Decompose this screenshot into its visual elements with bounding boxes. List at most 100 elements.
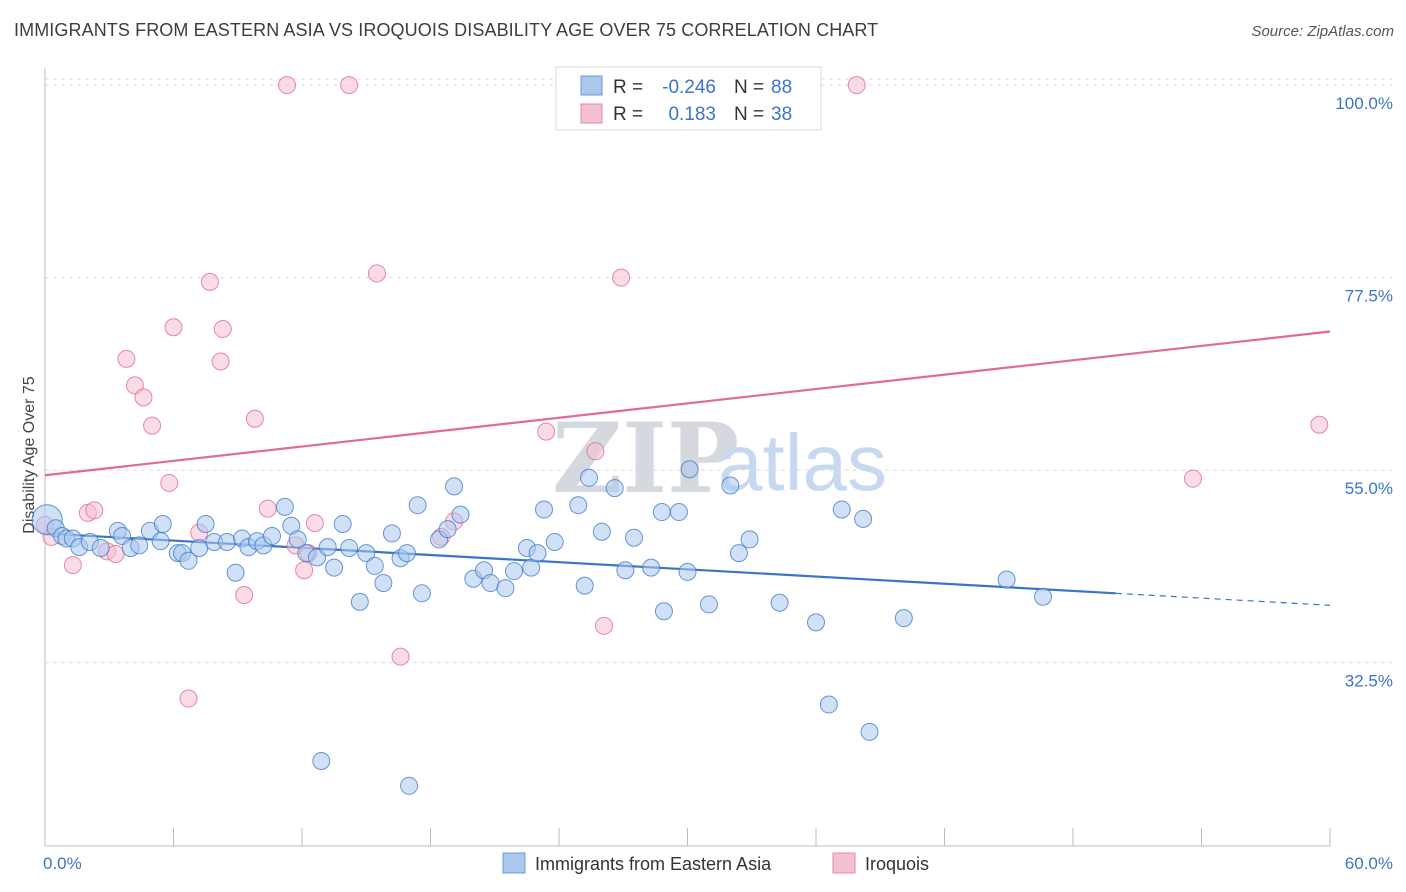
eastern-asia-point-47 [438, 520, 457, 539]
eastern-asia-point-7 [91, 538, 110, 557]
eastern-asia-point-19 [196, 515, 215, 534]
series-legend-pink-label: Iroquois [865, 854, 929, 874]
eastern-asia-point-44 [408, 496, 427, 515]
iroquois-point-31 [537, 422, 556, 441]
iroquois-point-28 [391, 647, 410, 666]
legend-pink-r-label: R = [613, 104, 643, 125]
iroquois-point-6 [106, 544, 125, 563]
eastern-asia-point-49 [451, 505, 470, 524]
eastern-asia-point-64 [605, 479, 624, 498]
eastern-asia-point-39 [365, 556, 384, 575]
iroquois-point-20 [258, 499, 277, 518]
eastern-asia-point-27 [263, 526, 282, 545]
iroquois-point-33 [594, 616, 613, 635]
eastern-asia-point-85 [1034, 587, 1053, 606]
eastern-asia-point-84 [997, 570, 1016, 589]
iroquois-point-15 [200, 272, 219, 291]
iroquois-point-23 [295, 561, 314, 580]
eastern-asia-point-66 [624, 528, 643, 547]
eastern-asia-point-14 [153, 515, 172, 534]
eastern-asia-point-18 [190, 538, 209, 557]
x-tick-label-min: 0.0% [43, 854, 82, 873]
legend-pink-n-label: N = [734, 104, 764, 125]
eastern-asia-point-33 [318, 538, 337, 557]
eastern-asia-point-87 [312, 752, 331, 770]
eastern-asia-point-53 [496, 579, 515, 598]
eastern-asia-point-58 [535, 500, 554, 519]
watermark-atlas: atlas [718, 418, 887, 507]
iroquois-point-37 [1310, 415, 1329, 434]
eastern-asia-point-83 [894, 609, 913, 628]
watermark-zip: ZIP [552, 402, 739, 515]
iroquois-point-2 [63, 556, 82, 575]
iroquois-point-16 [213, 319, 232, 338]
legend-blue-n-label: N = [734, 77, 764, 98]
iroquois-trend-line [44, 330, 1331, 477]
iroquois-point-7 [117, 349, 136, 368]
eastern-asia-point-57 [528, 544, 547, 563]
eastern-asia-point-36 [340, 538, 359, 557]
eastern-asia-point-54 [505, 562, 524, 581]
iroquois-point-25 [305, 514, 324, 533]
iroquois-point-36 [1183, 469, 1202, 488]
iroquois-point-11 [160, 473, 179, 492]
eastern-asia-point-69 [654, 602, 673, 621]
eastern-asia-point-30 [288, 530, 307, 549]
eastern-asia-point-76 [740, 530, 759, 549]
eastern-asia-point-48 [445, 477, 464, 496]
series-legend-swatch-blue [502, 852, 526, 874]
eastern-asia-point-35 [333, 515, 352, 534]
eastern-asia-point-21 [218, 532, 237, 551]
eastern-asia-point-40 [374, 574, 393, 593]
eastern-asia-point-11 [130, 536, 149, 555]
legend-pink-n-value: 38 [771, 104, 792, 125]
iroquois-point-32 [586, 442, 605, 461]
legend-pink-r-value: 0.183 [668, 104, 716, 125]
eastern-asia-point-13 [151, 532, 170, 551]
iroquois-point-21 [278, 76, 297, 95]
eastern-asia-point-71 [678, 562, 697, 581]
eastern-asia-point-43 [397, 544, 416, 563]
eastern-asia-point-37 [350, 592, 369, 611]
eastern-asia-point-82 [860, 722, 879, 741]
eastern-asia-point-41 [382, 524, 401, 543]
eastern-asia-point-61 [575, 576, 594, 595]
eastern-asia-trend-extension [1115, 592, 1331, 606]
series-legend: Immigrants from Eastern Asia Iroquois [502, 852, 929, 874]
eastern-asia-point-52 [481, 574, 500, 593]
legend-swatch-pink [580, 103, 603, 124]
iroquois-point-19 [245, 409, 264, 428]
iroquois-point-13 [179, 689, 198, 708]
axes [44, 68, 1331, 847]
series-legend-swatch-pink [832, 852, 856, 874]
source-credit: Source: ZipAtlas.com [1251, 23, 1394, 40]
legend-blue-r-label: R = [613, 77, 643, 98]
y-tick-label-2: 77.5% [1345, 287, 1393, 306]
eastern-asia-point-22 [226, 563, 245, 582]
legend-swatch-blue [580, 75, 603, 96]
eastern-asia-point-34 [325, 558, 344, 577]
iroquois-point-26 [340, 76, 359, 95]
iroquois-point-9 [134, 388, 153, 407]
eastern-asia-point-63 [592, 522, 611, 541]
eastern-asia-point-45 [412, 584, 431, 603]
eastern-asia-point-75 [729, 544, 748, 563]
eastern-asia-point-28 [275, 497, 294, 516]
iroquois-point-4 [85, 501, 104, 520]
eastern-asia-point-67 [642, 558, 661, 577]
eastern-asia-point-81 [854, 509, 873, 528]
eastern-asia-point-65 [616, 561, 635, 580]
eastern-asia-point-60 [569, 496, 588, 515]
x-tick-label-max: 60.0% [1345, 854, 1393, 873]
eastern-asia-point-70 [669, 503, 688, 522]
eastern-asia-point-17 [179, 551, 198, 570]
legend-blue-r-value: -0.246 [662, 77, 716, 98]
eastern-asia-point-59 [545, 532, 564, 551]
eastern-asia-point-74 [721, 476, 740, 495]
iroquois-point-18 [235, 586, 254, 605]
chart-title: IMMIGRANTS FROM EASTERN ASIA VS IROQUOIS… [14, 20, 879, 40]
eastern-asia-point-38 [357, 544, 376, 563]
correlation-legend: R = -0.246 N = 88 R = 0.183 N = 38 [555, 66, 822, 131]
iroquois-point-34 [612, 268, 631, 287]
